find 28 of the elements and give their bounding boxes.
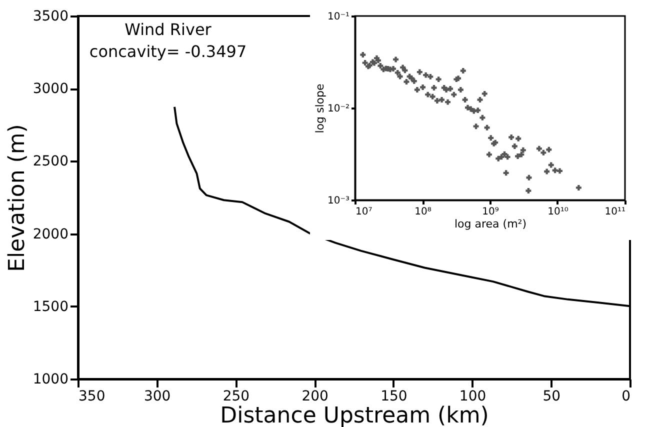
x-axis-title: Distance Upstream (km) xyxy=(220,404,489,427)
x-tick-label: 10¹⁰ xyxy=(548,206,568,218)
y-tick-label: 1500 xyxy=(32,298,68,315)
annotation: concavity= -0.3497 xyxy=(89,42,247,61)
y-tick-label: 1000 xyxy=(32,372,68,388)
annotation: Wind River xyxy=(124,20,212,39)
y-tick-label: 2000 xyxy=(32,226,68,242)
y-axis-title: log slope xyxy=(313,84,326,134)
x-tick-label: 150 xyxy=(380,388,408,404)
x-tick-label: 10⁸ xyxy=(414,206,432,218)
y-tick-label: 2500 xyxy=(32,154,68,170)
y-tick-label: 10⁻¹ xyxy=(327,12,350,22)
x-tick-label: 10¹¹ xyxy=(604,206,626,218)
x-tick-label: 200 xyxy=(302,388,328,404)
y-tick-label: 10⁻³ xyxy=(327,196,350,206)
y-tick-label: 3000 xyxy=(32,81,68,98)
x-axis-title: log area (m²) xyxy=(454,218,526,230)
y-tick-label: 3500 xyxy=(32,8,68,24)
x-tick-label: 350 xyxy=(78,388,106,404)
x-tick-label: 100 xyxy=(459,388,486,404)
y-tick-label: 10⁻² xyxy=(327,104,350,114)
x-tick-label: 300 xyxy=(144,388,171,404)
x-tick-label: 50 xyxy=(542,388,561,404)
x-tick-label: 10⁷ xyxy=(356,206,372,218)
x-tick-label: 10⁹ xyxy=(482,206,499,218)
x-tick-label: 0 xyxy=(622,388,630,404)
y-axis-title: Elevation (m) xyxy=(4,124,30,272)
x-tick-label: 250 xyxy=(222,388,250,404)
